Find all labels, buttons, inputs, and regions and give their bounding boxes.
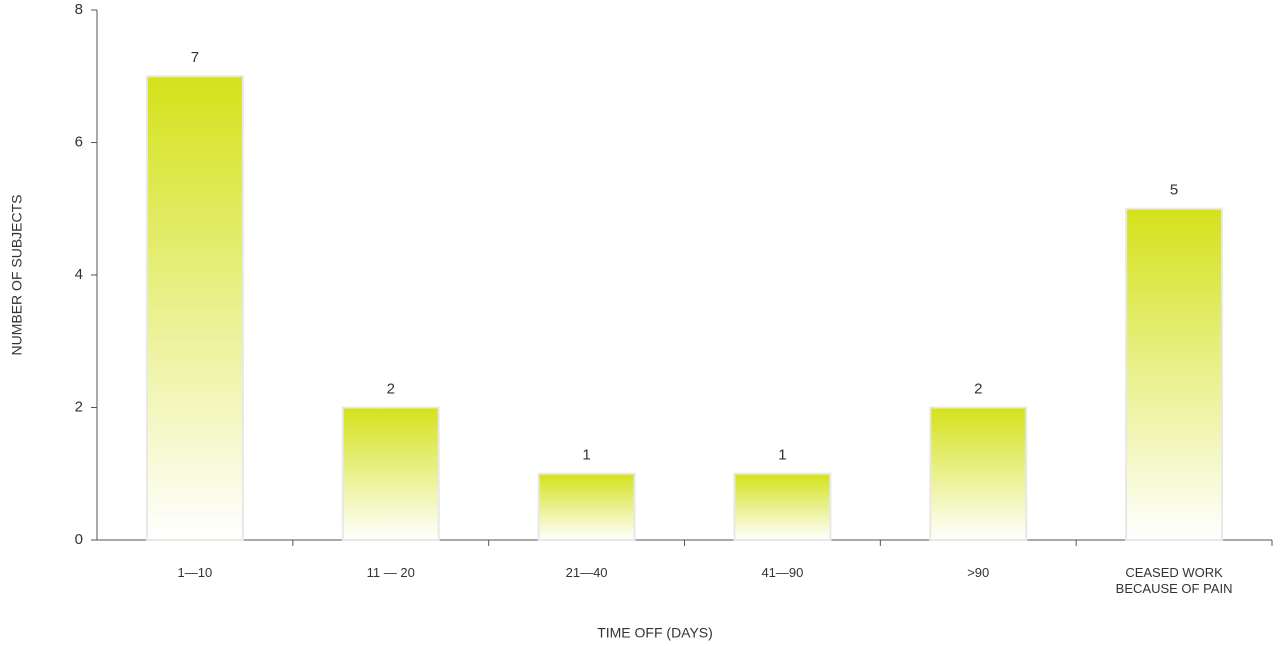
bar bbox=[341, 406, 440, 541]
bar bbox=[537, 472, 636, 541]
bar bbox=[1125, 207, 1224, 541]
bar bbox=[929, 406, 1028, 541]
value-label: 1 bbox=[778, 447, 786, 464]
y-tick-label: 4 bbox=[75, 266, 83, 283]
value-label: 2 bbox=[974, 380, 982, 397]
x-tick-label: 21—40 bbox=[565, 565, 608, 580]
y-axis-label: NUMBER OF SUBJECTS bbox=[9, 194, 25, 355]
y-tick-label: 2 bbox=[75, 398, 83, 415]
x-axis-label: TIME OFF (DAYS) bbox=[597, 625, 713, 641]
value-label: 5 bbox=[1170, 182, 1178, 199]
y-tick-label: 8 bbox=[75, 1, 83, 18]
bar bbox=[145, 75, 244, 541]
value-label: 2 bbox=[387, 380, 395, 397]
x-tick-label: CEASED WORK BECAUSE OF PAIN bbox=[1115, 565, 1233, 596]
value-label: 7 bbox=[191, 49, 199, 66]
value-label: 1 bbox=[582, 447, 590, 464]
x-tick-label: 11 — 20 bbox=[366, 565, 415, 580]
y-tick-label: 6 bbox=[75, 133, 83, 150]
y-tick-label: 0 bbox=[75, 531, 83, 548]
x-tick-label: 41—90 bbox=[761, 565, 804, 580]
x-tick-label: 1—10 bbox=[177, 565, 213, 580]
bar bbox=[733, 472, 832, 541]
x-tick-label: >90 bbox=[967, 565, 990, 580]
